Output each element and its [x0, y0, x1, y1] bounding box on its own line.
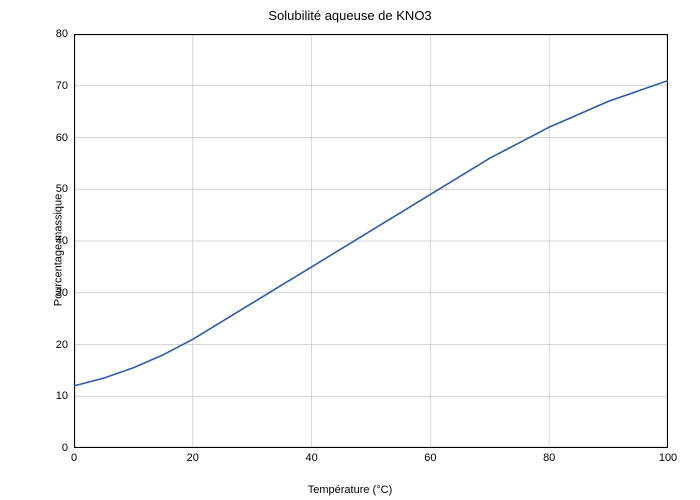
x-tick-label: 60: [424, 448, 436, 464]
x-tick-label: 20: [187, 448, 199, 464]
y-tick-label: 80: [56, 28, 74, 40]
y-tick-label: 50: [56, 183, 74, 195]
x-tick-label: 40: [305, 448, 317, 464]
y-tick-label: 70: [56, 80, 74, 92]
chart-svg: [74, 34, 668, 448]
y-tick-label: 60: [56, 132, 74, 144]
solubility-chart: Solubilité aqueuse de KNO3 Pourcentage m…: [0, 0, 700, 500]
y-tick-label: 40: [56, 235, 74, 247]
x-axis-label: Température (°C): [0, 484, 700, 496]
y-tick-label: 30: [56, 287, 74, 299]
y-tick-label: 10: [56, 390, 74, 402]
plot-area: 01020304050607080020406080100: [74, 34, 668, 448]
chart-title: Solubilité aqueuse de KNO3: [0, 8, 700, 23]
y-tick-label: 20: [56, 339, 74, 351]
x-tick-label: 80: [543, 448, 555, 464]
x-tick-label: 0: [71, 448, 77, 464]
x-tick-label: 100: [659, 448, 677, 464]
